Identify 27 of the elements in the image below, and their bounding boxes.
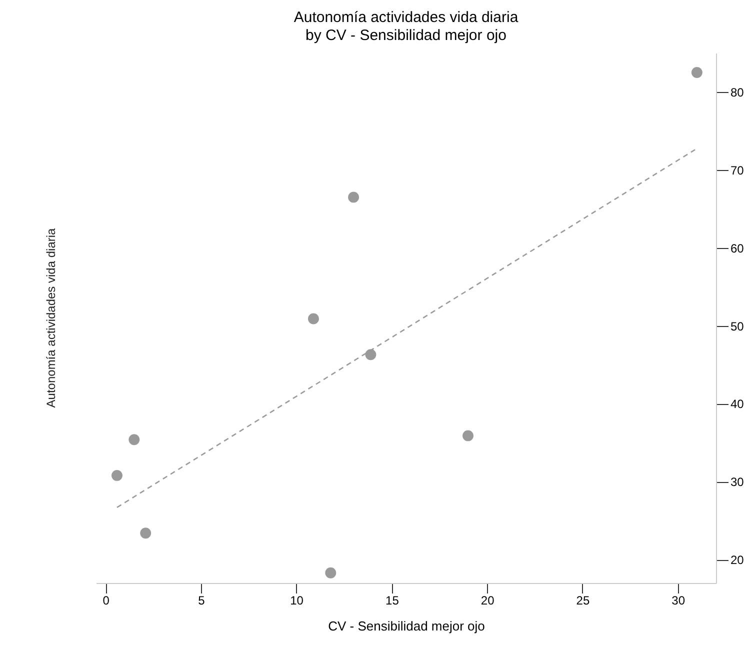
y-tick-label: 70 (730, 163, 744, 178)
x-tick-label: 15 (386, 594, 400, 608)
point (691, 67, 702, 78)
y-tick-label: 30 (730, 475, 744, 490)
point (365, 349, 376, 360)
y-axis-title: Autonomía actividades vida diaria (44, 228, 58, 408)
y-tick-label: 40 (730, 397, 744, 412)
x-tick-label: 30 (672, 594, 686, 608)
x-tick-label: 10 (290, 594, 304, 608)
point (112, 470, 122, 481)
x-axis-title: CV - Sensibilidad mejor ojo (328, 618, 485, 634)
point (325, 567, 336, 578)
x-tick-label: 25 (576, 594, 590, 608)
x-tick-label: 5 (198, 594, 206, 608)
y-tick-label: 20 (730, 553, 744, 568)
x-tick-label: 0 (102, 594, 110, 608)
point (348, 192, 360, 203)
point (462, 430, 474, 442)
y-tick-label: 80 (730, 85, 744, 100)
point (308, 313, 319, 324)
y-tick-label: 50 (730, 319, 744, 334)
chart-subtitle: by CV - Sensibilidad mejor ojo (306, 27, 506, 44)
y-tick-label: 60 (730, 241, 744, 256)
point (128, 434, 140, 446)
chart-title: Autonomía actividades vida diaria (294, 9, 519, 26)
x-tick-label: 20 (480, 594, 495, 608)
point (140, 528, 152, 539)
